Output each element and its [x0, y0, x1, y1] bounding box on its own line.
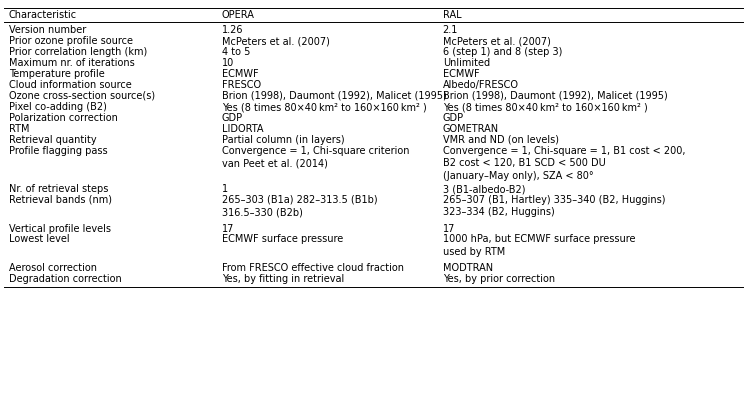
- Text: Retrieval bands (nm): Retrieval bands (nm): [9, 195, 112, 205]
- Text: Yes (8 times 80×40 km² to 160×160 km² ): Yes (8 times 80×40 km² to 160×160 km² ): [443, 102, 647, 112]
- Text: Yes, by fitting in retrieval: Yes, by fitting in retrieval: [222, 274, 344, 284]
- Text: Nr. of retrieval steps: Nr. of retrieval steps: [9, 184, 109, 194]
- Text: 1.26: 1.26: [222, 25, 243, 35]
- Text: 4 to 5: 4 to 5: [222, 47, 250, 57]
- Text: Lowest level: Lowest level: [9, 235, 69, 245]
- Text: 1: 1: [222, 184, 228, 194]
- Text: Prior correlation length (km): Prior correlation length (km): [9, 47, 147, 57]
- Text: Unlimited: Unlimited: [443, 58, 490, 68]
- Text: McPeters et al. (2007): McPeters et al. (2007): [443, 36, 551, 46]
- Text: LIDORTA: LIDORTA: [222, 124, 263, 134]
- Text: Version number: Version number: [9, 25, 86, 35]
- Text: 6 (step 1) and 8 (step 3): 6 (step 1) and 8 (step 3): [443, 47, 562, 57]
- Text: Ozone cross-section source(s): Ozone cross-section source(s): [9, 91, 155, 101]
- Text: Convergence = 1, Chi-square = 1, B1 cost < 200,
B2 cost < 120, B1 SCD < 500 DU
(: Convergence = 1, Chi-square = 1, B1 cost…: [443, 146, 685, 181]
- Text: Yes, by prior correction: Yes, by prior correction: [443, 274, 555, 284]
- Text: Brion (1998), Daumont (1992), Malicet (1995): Brion (1998), Daumont (1992), Malicet (1…: [443, 91, 667, 101]
- Text: ECMWF: ECMWF: [222, 69, 258, 79]
- Text: Cloud information source: Cloud information source: [9, 80, 132, 90]
- Text: Aerosol correction: Aerosol correction: [9, 263, 97, 273]
- Text: Vertical profile levels: Vertical profile levels: [9, 223, 111, 233]
- Text: Temperature profile: Temperature profile: [9, 69, 105, 79]
- Text: 265–307 (B1, Hartley) 335–340 (B2, Huggins)
323–334 (B2, Huggins): 265–307 (B1, Hartley) 335–340 (B2, Huggi…: [443, 195, 665, 217]
- Text: Albedo/FRESCO: Albedo/FRESCO: [443, 80, 519, 90]
- Text: 1000 hPa, but ECMWF surface pressure
used by RTM: 1000 hPa, but ECMWF surface pressure use…: [443, 235, 635, 257]
- Text: Maximum nr. of iterations: Maximum nr. of iterations: [9, 58, 135, 68]
- Text: FRESCO: FRESCO: [222, 80, 261, 90]
- Text: VMR and ND (on levels): VMR and ND (on levels): [443, 135, 559, 145]
- Text: Brion (1998), Daumont (1992), Malicet (1995): Brion (1998), Daumont (1992), Malicet (1…: [222, 91, 446, 101]
- Text: 3 (B1-albedo-B2): 3 (B1-albedo-B2): [443, 184, 525, 194]
- Text: 17: 17: [222, 223, 234, 233]
- Text: RAL: RAL: [443, 10, 461, 20]
- Text: ECMWF surface pressure: ECMWF surface pressure: [222, 235, 343, 245]
- Text: From FRESCO effective cloud fraction: From FRESCO effective cloud fraction: [222, 263, 404, 273]
- Text: 10: 10: [222, 58, 234, 68]
- Text: Characteristic: Characteristic: [9, 10, 77, 20]
- Text: 265–303 (B1a) 282–313.5 (B1b)
316.5–330 (B2b): 265–303 (B1a) 282–313.5 (B1b) 316.5–330 …: [222, 195, 377, 217]
- Text: McPeters et al. (2007): McPeters et al. (2007): [222, 36, 330, 46]
- Text: Prior ozone profile source: Prior ozone profile source: [9, 36, 133, 46]
- Text: 2.1: 2.1: [443, 25, 458, 35]
- Text: Profile flagging pass: Profile flagging pass: [9, 146, 108, 156]
- Text: Polarization correction: Polarization correction: [9, 113, 118, 123]
- Text: 17: 17: [443, 223, 455, 233]
- Text: Partial column (in layers): Partial column (in layers): [222, 135, 344, 145]
- Text: OPERA: OPERA: [222, 10, 254, 20]
- Text: Convergence = 1, Chi-square criterion
van Peet et al. (2014): Convergence = 1, Chi-square criterion va…: [222, 146, 409, 168]
- Text: GDP: GDP: [443, 113, 464, 123]
- Text: Pixel co-adding (B2): Pixel co-adding (B2): [9, 102, 107, 112]
- Text: Degradation correction: Degradation correction: [9, 274, 122, 284]
- Text: ECMWF: ECMWF: [443, 69, 479, 79]
- Text: Retrieval quantity: Retrieval quantity: [9, 135, 97, 145]
- Text: MODTRAN: MODTRAN: [443, 263, 493, 273]
- Text: GDP: GDP: [222, 113, 243, 123]
- Text: Yes (8 times 80×40 km² to 160×160 km² ): Yes (8 times 80×40 km² to 160×160 km² ): [222, 102, 426, 112]
- Text: GOMETRAN: GOMETRAN: [443, 124, 498, 134]
- Text: RTM: RTM: [9, 124, 30, 134]
